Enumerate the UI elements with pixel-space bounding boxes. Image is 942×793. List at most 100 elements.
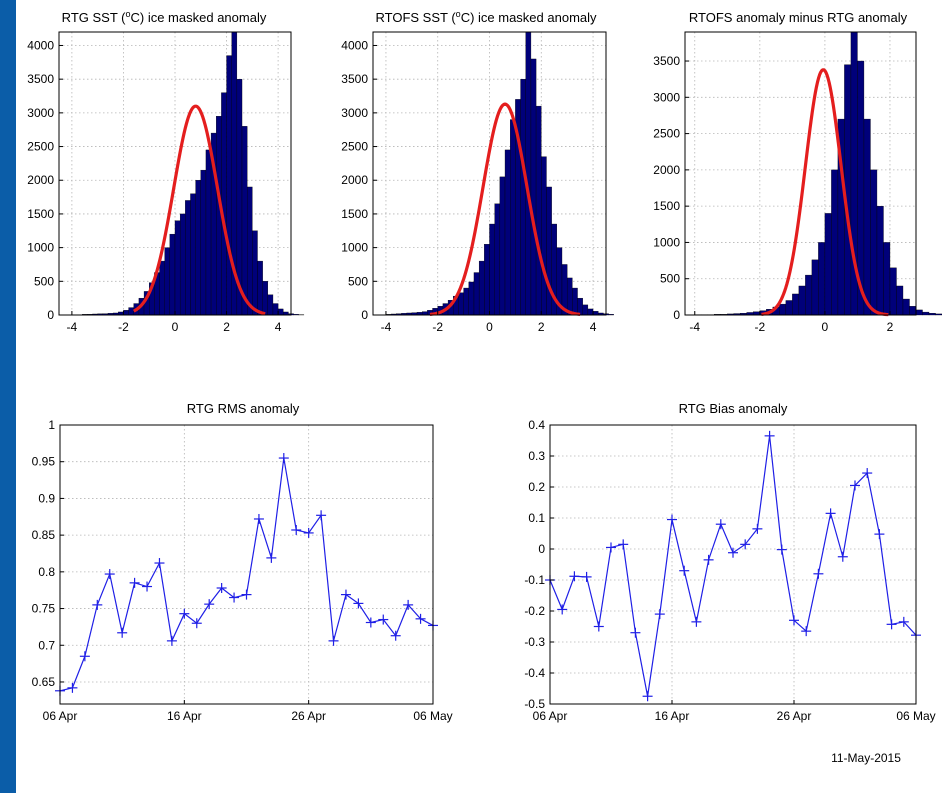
histogram-bar — [916, 310, 923, 315]
chart-title: RTG RMS anomaly — [187, 401, 300, 416]
y-tick-label: 1500 — [27, 207, 54, 221]
y-tick-label: 0.8 — [38, 565, 55, 579]
histogram-bar — [572, 288, 577, 315]
data-point-marker — [167, 636, 177, 646]
data-point-marker — [366, 618, 376, 628]
data-point-marker — [254, 514, 264, 524]
histogram-bar — [257, 261, 262, 315]
histogram-bar — [526, 32, 531, 315]
data-point-marker — [117, 628, 127, 638]
bias-anomaly-timeseries: RTG Bias anomaly 06 Apr16 Apr26 Apr06 Ma… — [524, 401, 935, 723]
data-point-marker — [728, 548, 738, 558]
histogram-bar — [185, 200, 190, 315]
data-point-marker — [266, 553, 276, 563]
histogram-bar — [422, 312, 427, 315]
histogram-bar — [458, 293, 463, 315]
histogram-bar — [216, 116, 221, 315]
histogram-bar — [536, 106, 541, 315]
plot-frame — [60, 425, 433, 704]
histogram-bar — [190, 194, 195, 315]
data-point-marker — [179, 609, 189, 619]
histogram-bar — [792, 294, 799, 315]
histogram-bar — [883, 242, 890, 315]
rtg-sst-histogram: RTG SST (oC) ice masked anomaly -4-20240… — [27, 9, 304, 334]
data-point-marker — [217, 583, 227, 593]
histogram-bar — [273, 304, 278, 315]
data-point-marker — [643, 691, 653, 701]
y-tick-label: 2000 — [653, 163, 680, 177]
x-tick-label: 16 Apr — [655, 709, 690, 723]
y-tick-label: 0.85 — [32, 528, 56, 542]
histogram-bar — [484, 244, 489, 315]
data-point-marker — [704, 555, 714, 565]
histogram-bar — [799, 286, 806, 315]
histogram-bar — [175, 221, 180, 315]
histogram-bar — [123, 310, 128, 315]
data-point-marker — [716, 519, 726, 529]
data-point-marker — [826, 508, 836, 518]
y-tick-label: 4000 — [27, 38, 54, 52]
x-tick-label: 06 Apr — [533, 709, 568, 723]
data-point-marker — [630, 628, 640, 638]
x-tick-label: 26 Apr — [777, 709, 812, 723]
data-point-marker — [329, 636, 339, 646]
data-point-marker — [304, 528, 314, 538]
figure-panel: RTG SST (oC) ice masked anomaly -4-20240… — [16, 0, 942, 793]
histogram-bar — [268, 295, 273, 315]
y-tick-label: 2500 — [341, 140, 368, 154]
histogram-bar — [505, 150, 510, 315]
x-tick-label: 06 May — [896, 709, 935, 723]
y-tick-label: 1500 — [341, 207, 368, 221]
y-tick-label: 500 — [348, 274, 368, 288]
data-point-marker — [353, 598, 363, 608]
y-tick-label: 0 — [673, 308, 680, 322]
date-stamp: 11-May-2015 — [831, 751, 901, 765]
y-tick-label: -0.2 — [524, 604, 545, 618]
histogram-bar — [877, 206, 884, 315]
data-point-marker — [606, 542, 616, 552]
histogram-bar — [469, 282, 474, 315]
histogram-bar — [170, 234, 175, 315]
y-tick-label: 0.95 — [32, 455, 56, 469]
histogram-bar — [474, 273, 479, 315]
x-tick-label: 06 Apr — [43, 709, 78, 723]
histogram-bar — [831, 170, 838, 315]
y-tick-label: 0.4 — [528, 418, 545, 432]
histogram-bar — [278, 309, 283, 315]
histogram-bar — [294, 314, 299, 315]
histogram-bar — [165, 248, 170, 315]
x-tick-label: 4 — [590, 320, 597, 334]
histogram-bar — [180, 214, 185, 315]
data-point-marker — [691, 617, 701, 627]
histogram-bar — [896, 286, 903, 315]
y-tick-label: 1500 — [653, 199, 680, 213]
histogram-bar — [546, 187, 551, 315]
histogram-bar — [825, 213, 832, 315]
y-tick-label: -0.3 — [524, 635, 545, 649]
data-point-marker — [204, 599, 214, 609]
histogram-bar — [495, 204, 500, 315]
histogram-bar — [786, 300, 793, 315]
plot-frame — [550, 425, 916, 704]
y-tick-label: 2500 — [653, 127, 680, 141]
histogram-bar — [805, 275, 812, 315]
series-line — [60, 458, 433, 691]
y-tick-label: 1 — [48, 418, 55, 432]
histogram-bar — [242, 126, 247, 315]
data-point-marker — [874, 529, 884, 539]
y-tick-label: 0.2 — [528, 480, 545, 494]
data-point-marker — [813, 569, 823, 579]
x-tick-label: -2 — [118, 320, 129, 334]
x-tick-label: 0 — [822, 320, 829, 334]
histogram-bar — [201, 170, 206, 315]
x-tick-label: 2 — [887, 320, 894, 334]
histogram-bar — [929, 313, 936, 315]
y-tick-label: 0.1 — [528, 511, 545, 525]
y-tick-label: 500 — [660, 272, 680, 286]
x-tick-label: 2 — [538, 320, 545, 334]
data-point-marker — [838, 552, 848, 562]
y-tick-label: -0.5 — [524, 697, 545, 711]
data-point-marker — [667, 515, 677, 525]
data-point-marker — [80, 651, 90, 661]
y-tick-label: 0 — [361, 308, 368, 322]
